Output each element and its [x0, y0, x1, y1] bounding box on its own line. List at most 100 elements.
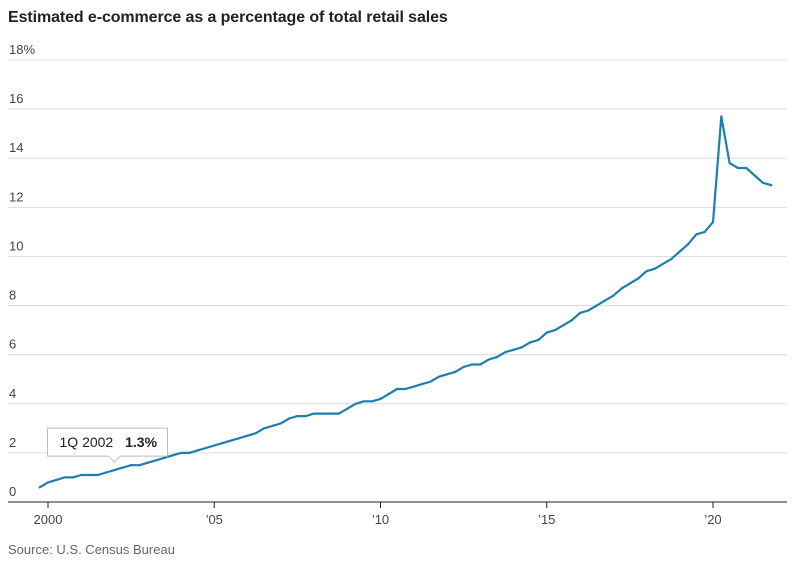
data-point: [720, 115, 723, 118]
x-ticks: [47, 502, 714, 508]
data-point: [171, 454, 174, 457]
data-point: [238, 437, 241, 440]
callout-value: 1.3%: [125, 434, 157, 450]
data-points: [38, 115, 773, 489]
chart-title: Estimated e-commerce as a percentage of …: [8, 9, 448, 26]
y-tick-label: 16: [9, 91, 23, 106]
data-point: [263, 427, 266, 430]
data-point: [71, 476, 74, 479]
data-point: [179, 451, 183, 454]
annotation-callout: 1Q 2002 1.3%: [47, 427, 168, 463]
data-point: [487, 358, 490, 361]
data-point: [628, 282, 632, 285]
data-point: [736, 166, 740, 170]
data-point: [421, 383, 424, 386]
y-gridlines: [8, 59, 787, 454]
x-tick-label: ’05: [206, 512, 223, 527]
data-point: [504, 351, 507, 354]
data-point: [678, 250, 681, 253]
data-point: [387, 392, 390, 396]
data-point: [653, 267, 656, 270]
data-point: [279, 422, 282, 425]
y-tick-label: 10: [9, 238, 23, 253]
data-point: [595, 304, 598, 307]
y-tick-label: 6: [9, 337, 16, 352]
data-point: [670, 257, 673, 260]
data-point: [288, 417, 291, 420]
data-point: [687, 243, 690, 246]
data-point: [105, 471, 108, 474]
x-tick-label: ’15: [538, 512, 555, 527]
data-point: [520, 346, 523, 349]
data-point: [155, 459, 158, 462]
data-point: [204, 446, 207, 450]
data-point: [662, 262, 665, 265]
data-point: [362, 400, 365, 403]
data-point: [728, 162, 731, 165]
x-tick-label: ’20: [704, 512, 721, 527]
data-point: [304, 415, 307, 418]
x-tick-label: ’10: [372, 512, 389, 527]
data-point: [63, 476, 66, 479]
data-point: [711, 221, 715, 224]
data-point: [645, 270, 648, 273]
y-tick-label: 8: [9, 288, 16, 303]
y-tick-label: 2: [9, 435, 16, 450]
data-point: [761, 181, 765, 184]
x-tick-labels: 2000 ’05 ’10 ’15 ’20: [34, 512, 722, 527]
data-point: [130, 464, 133, 467]
data-point: [537, 338, 540, 341]
data-point: [196, 449, 199, 452]
y-tick-label: 12: [9, 189, 23, 204]
data-point: [578, 311, 582, 314]
data-point: [229, 439, 232, 442]
data-point: [587, 309, 590, 312]
data-point: [146, 461, 149, 464]
data-point: [329, 412, 332, 415]
data-point: [80, 473, 83, 477]
callout-label: 1Q 2002: [60, 434, 114, 450]
data-point: [354, 402, 357, 405]
data-point: [620, 287, 623, 290]
data-point: [321, 412, 324, 415]
y-tick-label: 0: [9, 484, 16, 499]
source-note: Source: U.S. Census Bureau: [8, 542, 175, 557]
data-point: [346, 407, 349, 410]
data-point: [612, 294, 615, 297]
data-point: [462, 365, 465, 368]
data-point: [55, 478, 58, 481]
data-point: [296, 415, 299, 418]
data-point: [753, 174, 756, 177]
callout-box: [47, 427, 168, 463]
data-point: [379, 397, 382, 400]
data-point: [445, 373, 449, 376]
data-point: [703, 230, 706, 233]
data-point: [221, 442, 224, 445]
data-point: [529, 341, 532, 344]
data-point: [88, 473, 91, 477]
data-point: [371, 400, 374, 403]
data-point: [637, 277, 640, 280]
data-point: [254, 432, 257, 435]
x-tick-label: 2000: [34, 512, 63, 527]
data-point: [46, 481, 50, 484]
data-point: [138, 464, 141, 467]
data-point: [38, 486, 41, 489]
data-point: [479, 363, 482, 366]
data-point: [312, 412, 316, 415]
data-point: [412, 385, 415, 388]
data-point: [454, 370, 457, 373]
data-point: [570, 319, 573, 322]
data-point: [121, 466, 124, 469]
data-point: [437, 375, 440, 378]
data-point: [396, 387, 399, 391]
data-point: [545, 331, 548, 334]
data-point: [113, 469, 116, 472]
data-point: [512, 348, 515, 351]
data-point: [745, 166, 748, 170]
data-point: [404, 387, 407, 391]
data-point: [246, 434, 249, 437]
data-point: [96, 473, 99, 477]
data-point: [695, 233, 698, 236]
